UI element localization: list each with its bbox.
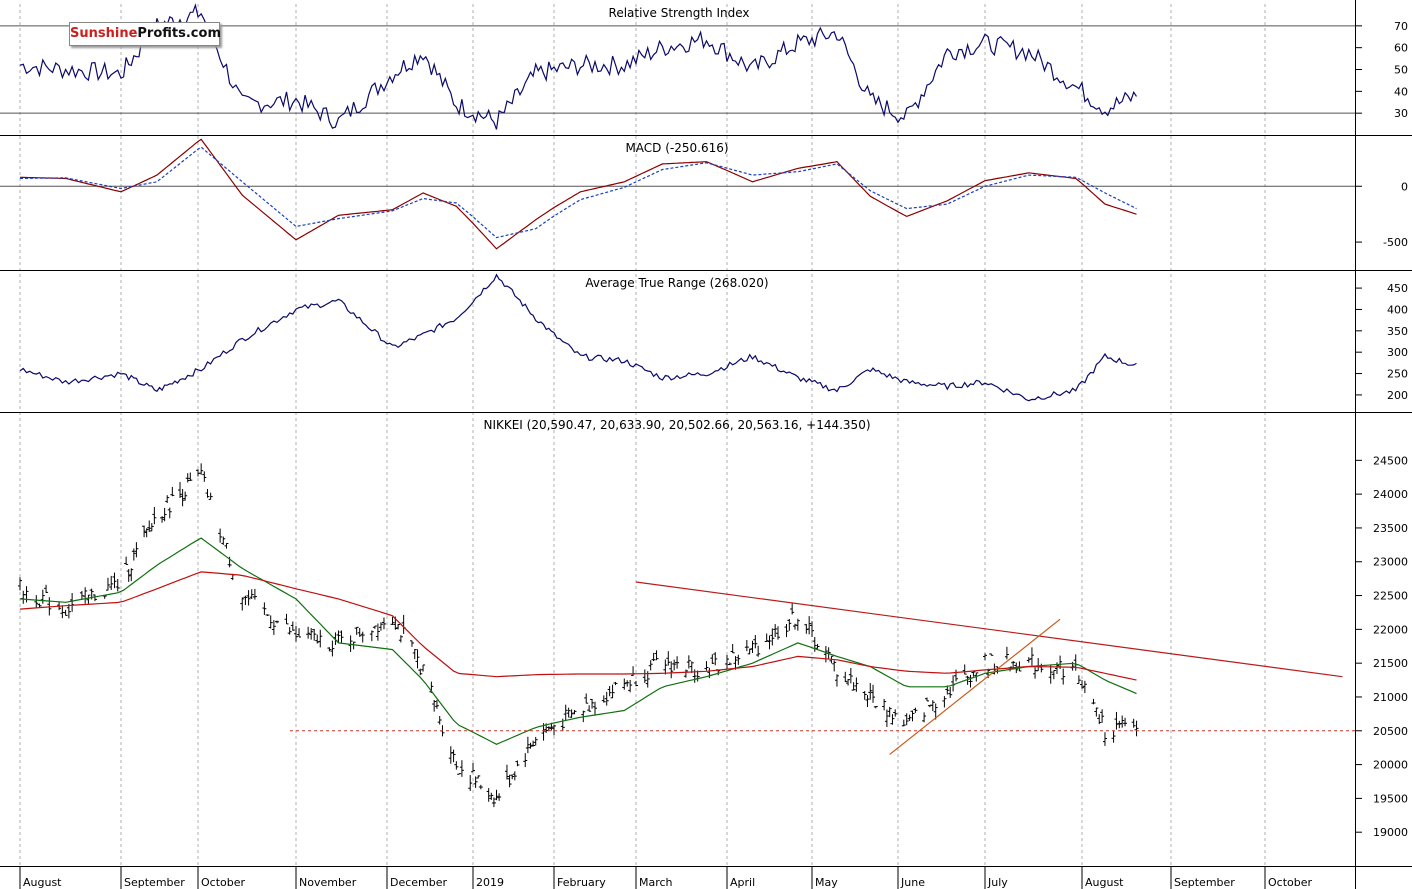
y-tick-label: 19000 xyxy=(1373,826,1408,839)
fast-moving-average xyxy=(19,537,1137,745)
x-tick-label: November xyxy=(299,876,357,889)
y-tick-label: 22500 xyxy=(1373,590,1408,603)
x-tick-label: May xyxy=(815,876,838,889)
y-tick-label: 200 xyxy=(1387,389,1408,402)
atr-line xyxy=(19,273,1137,402)
x-tick-label: October xyxy=(201,876,245,889)
x-tick-label: February xyxy=(557,876,606,889)
x-tick-label: August xyxy=(23,876,62,889)
y-tick-label: 350 xyxy=(1387,325,1408,338)
y-tick-label: 40 xyxy=(1394,85,1408,98)
x-tick-label: March xyxy=(639,876,673,889)
rsi-title: Relative Strength Index xyxy=(609,6,750,20)
x-tick-label: July xyxy=(987,876,1008,889)
y-tick-label: 21000 xyxy=(1373,691,1408,704)
y-tick-label: 70 xyxy=(1394,20,1408,33)
y-tick-label: -500 xyxy=(1383,236,1408,249)
nikkei-title: NIKKEI (20,590.47, 20,633.90, 20,502.66,… xyxy=(483,418,870,432)
y-tick-label: 450 xyxy=(1387,282,1408,295)
x-tick-label: October xyxy=(1268,876,1312,889)
x-tick-label: June xyxy=(900,876,925,889)
x-tick-label: 2019 xyxy=(476,876,504,889)
y-tick-label: 23000 xyxy=(1373,556,1408,569)
resistance-trendline xyxy=(635,581,1343,678)
x-tick-label: September xyxy=(124,876,185,889)
macd-title: MACD (-250.616) xyxy=(625,141,728,155)
y-tick-label: 24500 xyxy=(1373,454,1408,467)
macd-line xyxy=(19,138,1137,250)
x-tick-label: September xyxy=(1174,876,1235,889)
y-tick-label: 400 xyxy=(1387,303,1408,316)
y-tick-label: 20000 xyxy=(1373,759,1408,772)
slow-moving-average xyxy=(19,571,1137,681)
y-tick-label: 21500 xyxy=(1373,657,1408,670)
x-tick-label: April xyxy=(730,876,755,889)
y-tick-label: 300 xyxy=(1387,346,1408,359)
y-tick-label: 60 xyxy=(1394,42,1408,55)
x-tick-label: December xyxy=(390,876,448,889)
y-tick-label: 23500 xyxy=(1373,522,1408,535)
y-tick-label: 19500 xyxy=(1373,792,1408,805)
y-tick-label: 22000 xyxy=(1373,623,1408,636)
logo-part2: Profits.com xyxy=(137,26,221,41)
y-tick-label: 24000 xyxy=(1373,488,1408,501)
signal-line xyxy=(20,146,1137,239)
y-tick-label: 30 xyxy=(1394,107,1408,120)
y-tick-label: 20500 xyxy=(1373,725,1408,738)
x-tick-label: August xyxy=(1085,876,1124,889)
y-tick-label: 50 xyxy=(1394,64,1408,77)
atr-title: Average True Range (268.020) xyxy=(585,276,768,290)
y-tick-label: 250 xyxy=(1387,368,1408,381)
sunshine-profits-logo: SunshineProfits.com xyxy=(69,22,221,46)
y-tick-label: 0 xyxy=(1401,180,1408,193)
logo-part1: Sunshine xyxy=(70,26,138,41)
rising-trendline xyxy=(889,618,1061,755)
